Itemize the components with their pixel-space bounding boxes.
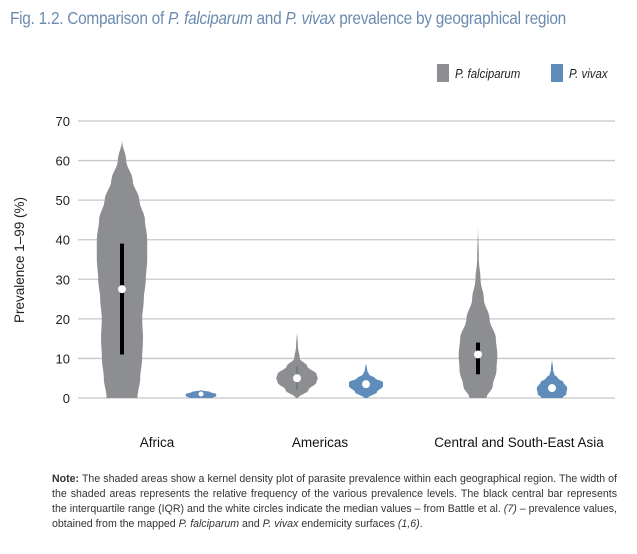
violin-vivax-africa <box>185 390 217 398</box>
y-tick-label: 0 <box>63 391 70 406</box>
legend-item-vivax: P. vivax <box>551 64 613 82</box>
note-text-3: and <box>239 518 263 530</box>
legend-swatch-vivax <box>551 64 564 82</box>
violin-falciparum-central-and-south-east-asia <box>458 223 498 398</box>
title-species-vivax: P. vivax <box>285 8 336 28</box>
figure-title: Fig. 1.2. Comparison of P. falciparum an… <box>10 8 566 29</box>
violins <box>96 140 568 399</box>
note-text-4: endemicity surfaces <box>298 518 398 530</box>
y-axis-label: Prevalence 1–99 (%) <box>12 197 27 323</box>
title-species-falciparum: P. falciparum <box>168 8 253 28</box>
legend-label-falciparum: P. falciparum <box>455 65 521 81</box>
median-dot <box>198 391 204 397</box>
note-species-falciparum: P. falciparum <box>178 518 240 530</box>
note-text-2: – prevalence values, obtained from the m… <box>52 503 617 530</box>
violin-density-shape <box>536 358 568 398</box>
y-tick-label: 50 <box>56 193 70 208</box>
gridlines <box>78 120 615 399</box>
chart-legend: P. falciparum P. vivax <box>437 64 635 82</box>
y-tick-label: 20 <box>56 312 70 327</box>
x-tick-label: Central and South-East Asia <box>434 435 604 450</box>
note-text-1: The shaded areas show a kernel density p… <box>52 473 617 515</box>
y-tick-label: 70 <box>56 114 70 129</box>
violin-vivax-central-and-south-east-asia <box>536 358 568 398</box>
violin-falciparum-americas <box>276 330 318 398</box>
title-suffix: prevalence by geographical region <box>335 8 566 28</box>
title-prefix: Fig. 1.2. Comparison of <box>10 8 169 28</box>
title-middle: and <box>252 8 286 28</box>
median-dot <box>474 350 482 359</box>
note-label: Note: <box>52 473 80 485</box>
figure-note: Note: The shaded areas show a kernel den… <box>52 472 617 532</box>
note-text-5: . <box>419 518 423 530</box>
violin-density-shape <box>458 223 498 398</box>
note-species-vivax: P. vivax <box>262 518 299 530</box>
note-ref-1: (7) <box>503 503 517 515</box>
x-tick-label: Africa <box>140 435 175 450</box>
median-dot <box>293 374 301 383</box>
legend-label-vivax: P. vivax <box>569 65 608 81</box>
median-dot <box>118 285 126 294</box>
median-dot <box>548 384 556 393</box>
y-tick-label: 40 <box>56 233 70 248</box>
legend-swatch-falciparum <box>437 64 449 82</box>
legend-item-falciparum: P. falciparum <box>437 64 529 82</box>
median-dot <box>362 380 370 389</box>
x-tick-label: Americas <box>292 435 349 450</box>
y-tick-label: 30 <box>56 272 70 287</box>
iqr-bar <box>120 243 124 355</box>
y-tick-label: 60 <box>56 154 70 169</box>
violin-density-shape <box>276 330 318 398</box>
violin-chart: 0 10 20 30 40 50 60 70 Prevalence 1–99 (%) Afri… <box>12 114 615 450</box>
y-axis-ticks: 0 10 20 30 40 50 60 70 <box>56 114 70 406</box>
violin-vivax-americas <box>349 362 383 398</box>
x-axis-ticks: Africa Americas Central and South-East Asi… <box>140 435 605 450</box>
y-tick-label: 10 <box>56 351 70 366</box>
violin-falciparum-africa <box>96 140 148 399</box>
note-ref-2: (1,6) <box>397 518 420 530</box>
